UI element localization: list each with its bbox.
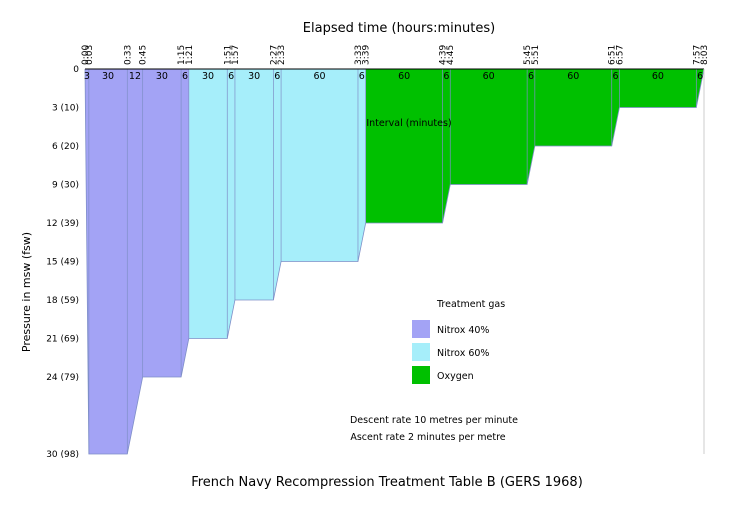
interval-label: 60 <box>398 71 410 82</box>
interval-labels: 3 30 12 30 6 30 6 30 6 60 6 60 6 60 6 60 6 60 6 <box>84 71 703 82</box>
legend-swatch-nitrox-40 <box>412 320 430 338</box>
x-tick-label: 0:33 <box>123 45 133 65</box>
y-tick-label: 9 (30) <box>52 181 79 191</box>
x-tick-label: 5:45 <box>523 45 533 65</box>
x-tick-label: 7:57 <box>692 45 702 65</box>
x-tick-label: 0:00 <box>81 45 91 65</box>
y-tick-label: 3 (10) <box>52 104 79 114</box>
legend-label-oxygen: Oxygen <box>437 371 474 382</box>
legend-title: Treatment gas <box>436 299 505 310</box>
interval-label: 30 <box>102 71 114 82</box>
interval-label: 6 <box>443 71 449 82</box>
x-tick-label: 5:51 <box>531 45 541 65</box>
y-axis-ticks: 0 3 (10) 6 (20) 9 (30) 12 (39) 15 (49) 18 (59)… <box>46 65 79 460</box>
x-tick-label: 8:03 <box>700 45 710 65</box>
x-tick-label: 4:45 <box>446 45 456 65</box>
y-tick-label: 18 (59) <box>46 296 79 306</box>
interval-label: 60 <box>652 71 664 82</box>
y-tick-label: 24 (79) <box>46 373 79 383</box>
x-tick-label: 6:51 <box>608 45 618 65</box>
x-tick-label: 3:39 <box>362 45 372 65</box>
interval-label: 30 <box>156 71 168 82</box>
area-nitrox-40 <box>85 69 189 454</box>
interval-label: 6 <box>613 71 619 82</box>
x-tick-label: 4:39 <box>439 45 449 65</box>
legend-swatch-nitrox-60 <box>412 343 430 361</box>
interval-label: 6 <box>528 71 534 82</box>
interval-label: 6 <box>228 71 234 82</box>
interval-label: 60 <box>567 71 579 82</box>
x-tick-label: 1:57 <box>231 45 241 65</box>
legend-label-nitrox-60: Nitrox 60% <box>437 348 489 359</box>
interval-label: 30 <box>248 71 260 82</box>
legend: Treatment gas Nitrox 40% Nitrox 60% Oxyg… <box>412 299 505 384</box>
x-axis-ticks: 0:000:03 0:33 0:45 1:151:21 1:511:57 2:272:33… <box>81 45 710 65</box>
descent-rate-note: Descent rate 10 metres per minute <box>350 415 518 426</box>
interval-label: 6 <box>697 71 703 82</box>
interval-caption: Interval (minutes) <box>366 118 451 129</box>
x-tick-label: 2:33 <box>277 45 287 65</box>
y-tick-label: 12 (39) <box>46 219 79 229</box>
legend-label-nitrox-40: Nitrox 40% <box>437 325 489 336</box>
interval-label: 60 <box>313 71 325 82</box>
area-nitrox-60 <box>188 69 366 339</box>
y-tick-label: 30 (98) <box>46 450 79 460</box>
legend-swatch-oxygen <box>412 366 430 384</box>
profile-line-nitrox-40 <box>84 68 190 455</box>
ascent-rate-note: Ascent rate 2 minutes per metre <box>350 432 505 443</box>
interval-label: 6 <box>359 71 365 82</box>
interval-label: 6 <box>274 71 280 82</box>
gas-areas <box>84 68 705 455</box>
interval-label: 30 <box>202 71 214 82</box>
y-tick-label: 6 (20) <box>52 142 79 152</box>
x-tick-label: 3:33 <box>354 45 364 65</box>
x-tick-label: 1:51 <box>223 45 233 65</box>
x-tick-label: 0:45 <box>139 45 149 65</box>
x-tick-label: 1:15 <box>177 45 187 65</box>
y-tick-label: 15 (49) <box>46 258 79 268</box>
y-axis-title: Pressure in msw (fsw) <box>20 232 33 352</box>
interval-label: 3 <box>84 71 90 82</box>
y-tick-label: 21 (69) <box>46 335 79 345</box>
interval-label: 60 <box>483 71 495 82</box>
interval-label: 12 <box>129 71 141 82</box>
x-axis-title: Elapsed time (hours:minutes) <box>303 21 495 36</box>
interval-label: 6 <box>182 71 188 82</box>
x-tick-label: 2:27 <box>269 45 279 65</box>
y-tick-label: 0 <box>73 65 79 75</box>
x-tick-label: 6:57 <box>615 45 625 65</box>
x-tick-label: 1:21 <box>185 45 195 65</box>
chart-title: French Navy Recompression Treatment Tabl… <box>191 475 583 490</box>
x-tick-label: 0:03 <box>85 45 95 65</box>
